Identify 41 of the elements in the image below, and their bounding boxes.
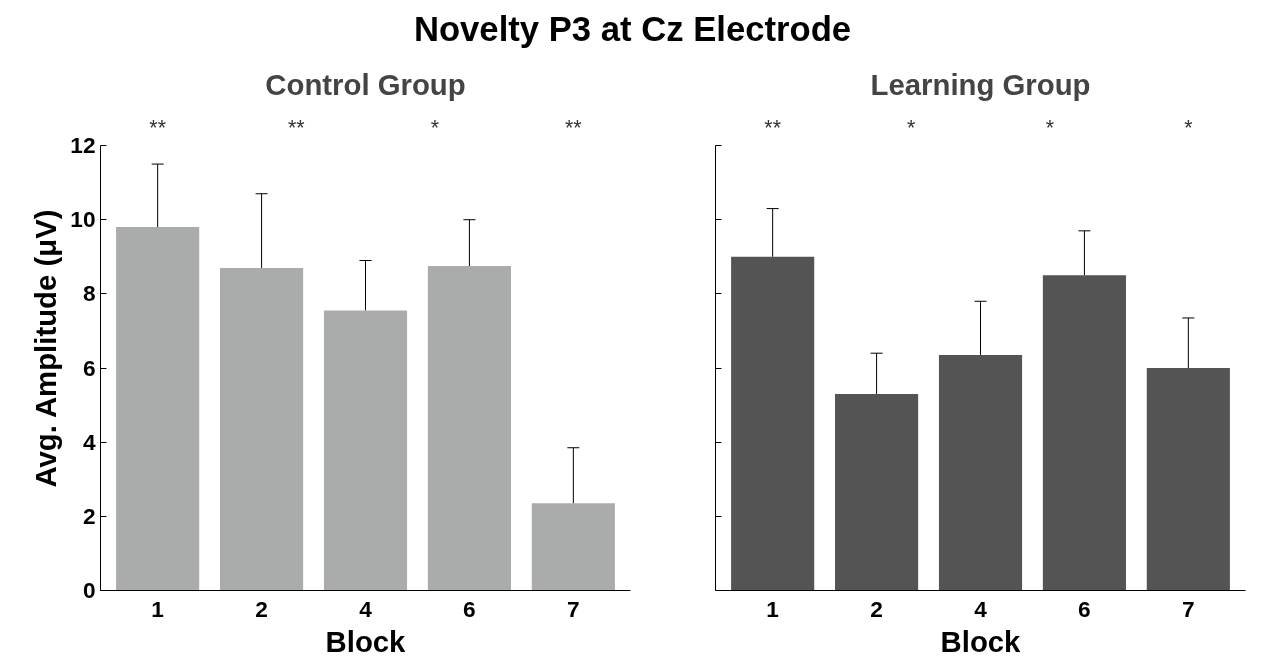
- bar: [427, 265, 511, 591]
- text: **: [764, 115, 781, 140]
- chart-subtitle: Learning Group: [870, 67, 1091, 101]
- text: *: [1184, 115, 1193, 140]
- y-axis-title: Avg. Amplitude (μV): [29, 209, 63, 488]
- text: *: [907, 115, 916, 140]
- x-tick-label: 7: [567, 595, 580, 622]
- x-tick-label: 4: [359, 595, 373, 622]
- text: *: [430, 115, 439, 140]
- text: *: [1045, 115, 1054, 140]
- x-tick-label: 4: [974, 595, 988, 622]
- chart-subtitle: Control Group: [265, 67, 466, 101]
- bar: [731, 256, 815, 591]
- text: **: [565, 115, 582, 140]
- bar: [1042, 274, 1126, 591]
- y-tick-label: 6: [82, 354, 96, 381]
- y-tick-label: 0: [82, 576, 96, 603]
- x-tick-label: 1: [151, 595, 164, 622]
- y-tick-label: 8: [82, 279, 96, 306]
- x-tick-label: 6: [463, 595, 476, 622]
- bar: [938, 354, 1023, 591]
- text: **: [287, 115, 305, 140]
- y-tick-label: 2: [82, 502, 96, 529]
- bar: [323, 310, 408, 591]
- bar: [116, 226, 200, 591]
- x-tick-label: 2: [255, 595, 268, 622]
- y-tick-label: 4: [82, 428, 96, 455]
- bar: [531, 502, 615, 591]
- x-tick-label: 1: [766, 595, 779, 622]
- x-tick-label: 7: [1182, 595, 1195, 622]
- bar: [1146, 367, 1230, 591]
- x-axis-title: Block: [325, 624, 407, 658]
- bar: [835, 393, 919, 591]
- x-axis-title: Block: [940, 624, 1022, 658]
- x-tick-label: 6: [1078, 595, 1091, 622]
- chart-title: Novelty P3 at Cz Electrode: [413, 9, 852, 50]
- text: **: [149, 115, 166, 140]
- bar: [220, 267, 304, 591]
- y-tick-label: 10: [70, 205, 96, 232]
- x-tick-label: 2: [870, 595, 883, 622]
- y-tick-label: 12: [70, 131, 96, 158]
